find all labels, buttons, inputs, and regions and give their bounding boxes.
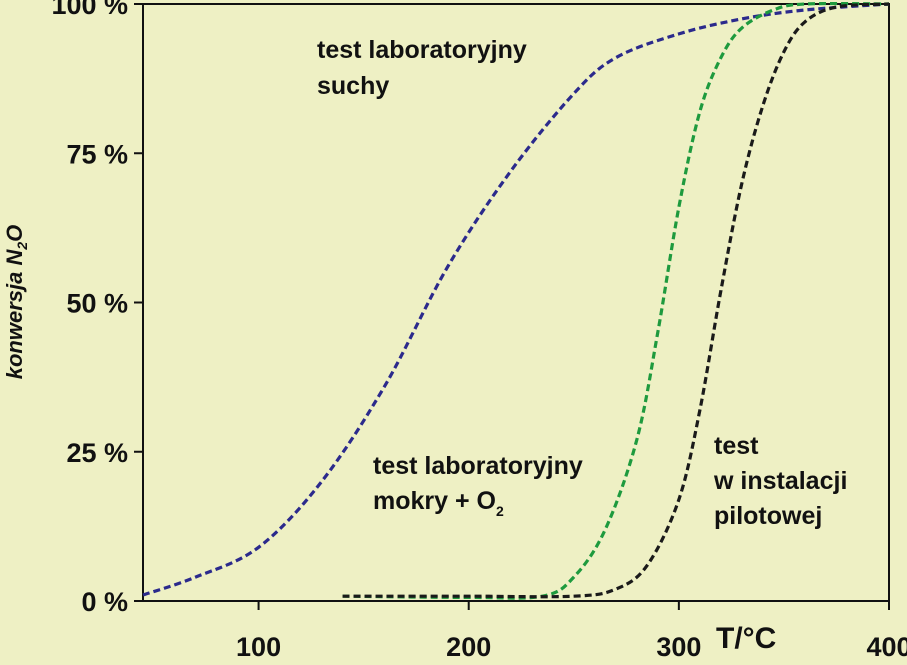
y-tick-label: 50 %	[66, 289, 128, 319]
x-tick-label: 200	[446, 632, 491, 660]
series-line-pilot	[342, 2, 890, 599]
ticks-layer: 100 200 300 400 0 % 25 % 50 % 75 % 100 %	[51, 0, 907, 662]
y-tick-label: 75 %	[66, 139, 128, 169]
annotation-wet-line1: test laboratoryjny	[373, 452, 583, 480]
x-tick-label: 400	[866, 632, 907, 660]
y-tick-label: 0 %	[81, 587, 128, 617]
annotation-wet: test laboratoryjny mokry + O2	[373, 452, 583, 519]
y-axis-label-main: konwersja N	[2, 249, 27, 380]
y-tick-label: 100 %	[51, 0, 128, 20]
annotation-wet-line2: mokry + O2	[373, 487, 504, 519]
annotation-dry-line1: test laboratoryjny	[317, 36, 527, 64]
y-axis-label-tail: O	[2, 225, 27, 242]
annotation-pilot-line2: w instalacji	[713, 467, 847, 495]
y-axis-label: konwersja N2O	[2, 225, 30, 380]
y-axis-label-sub: 2	[14, 242, 30, 251]
annotation-pilot-line3: pilotowej	[714, 502, 822, 530]
annotation-pilot-line1: test	[714, 432, 759, 460]
annotation-pilot: test w instalacji pilotowej	[713, 432, 847, 530]
y-tick-label: 25 %	[66, 438, 128, 468]
annotation-wet-line2-main: mokry + O	[373, 487, 496, 515]
series-layer	[142, 1, 890, 600]
x-tick-label: 100	[236, 632, 281, 660]
annotation-dry-line2: suchy	[317, 72, 389, 100]
x-axis-label: T/°C	[716, 622, 776, 655]
series-line-dry	[142, 2, 890, 597]
x-tick-label: 300	[656, 632, 701, 660]
annotation-dry: test laboratoryjny suchy	[317, 36, 527, 100]
annotation-wet-line2-sub: 2	[496, 503, 504, 519]
